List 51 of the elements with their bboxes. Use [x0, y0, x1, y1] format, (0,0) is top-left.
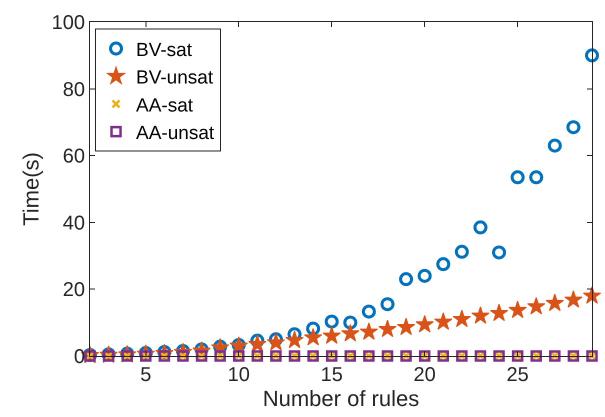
y-tick-label: 20: [62, 279, 85, 302]
y-axis-title: Time(s): [18, 152, 44, 226]
point: [471, 306, 490, 324]
x-tick-label: 20: [414, 364, 436, 386]
point: [510, 170, 525, 184]
point: [248, 334, 266, 352]
y-tick-label: 60: [62, 146, 85, 168]
point: [508, 300, 527, 318]
legend-label: BV-sat: [136, 40, 193, 61]
point: [454, 244, 469, 259]
point: [564, 290, 583, 308]
point: [341, 324, 360, 342]
y-tick-label: 40: [62, 212, 85, 234]
point: [436, 257, 450, 272]
point: [492, 245, 506, 260]
point: [546, 294, 564, 312]
x-tick-label: 15: [320, 364, 343, 386]
point: [418, 268, 432, 283]
point: [378, 320, 397, 338]
point: [548, 138, 562, 153]
y-tick-label: 0: [74, 346, 85, 368]
point: [529, 170, 544, 184]
point: [266, 333, 286, 350]
point: [324, 314, 339, 329]
x-tick-label: 25: [506, 364, 529, 386]
point: [396, 318, 416, 336]
legend-label: AA-sat: [136, 95, 194, 116]
point: [527, 296, 546, 314]
point: [452, 310, 471, 328]
point: [285, 330, 304, 348]
x-tick-label: 10: [228, 364, 250, 386]
y-tick-label: 80: [62, 78, 85, 101]
point: [380, 297, 394, 312]
point: [473, 220, 488, 234]
point: [434, 312, 452, 330]
legend-label: BV-unsat: [136, 68, 214, 89]
point: [490, 304, 508, 322]
y-tick-label: 100: [52, 12, 85, 34]
legend-label: AA-unsat: [136, 123, 215, 144]
point: [322, 326, 341, 344]
point: [304, 328, 322, 346]
point: [566, 120, 580, 134]
point: [416, 315, 434, 332]
x-axis-title: Number of rules: [262, 386, 420, 411]
point: [343, 316, 358, 330]
point: [399, 272, 414, 286]
x-tick-label: 5: [140, 364, 152, 386]
point: [362, 304, 376, 319]
point: [585, 48, 599, 62]
point: [306, 322, 320, 336]
point: [360, 322, 378, 340]
